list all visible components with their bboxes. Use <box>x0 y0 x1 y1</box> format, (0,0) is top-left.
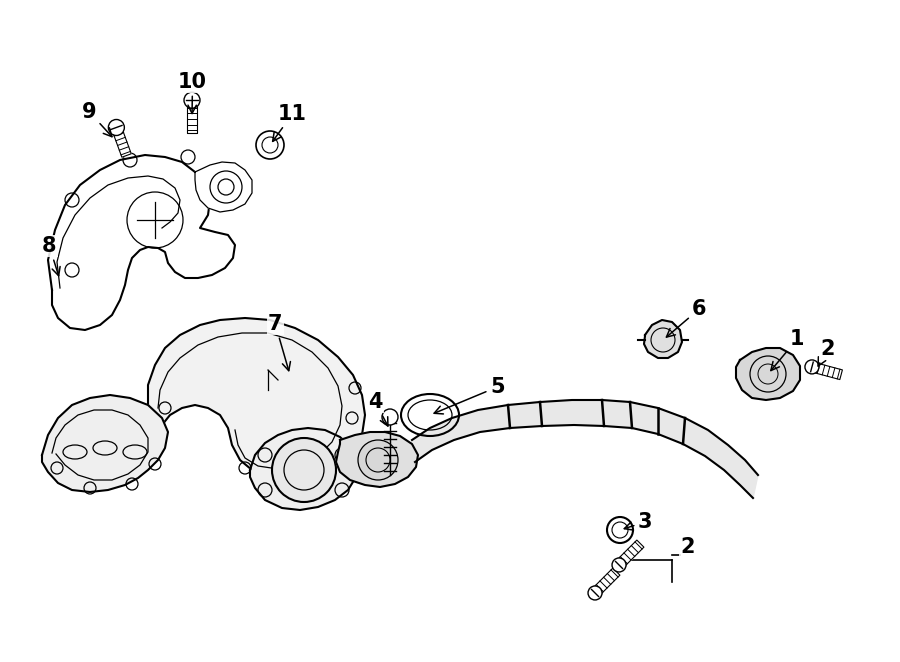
Text: 11: 11 <box>273 104 307 142</box>
Circle shape <box>805 360 819 374</box>
Text: 6: 6 <box>666 299 706 337</box>
Polygon shape <box>336 432 418 487</box>
Polygon shape <box>187 105 197 133</box>
Text: 7: 7 <box>268 314 291 371</box>
Circle shape <box>612 558 626 572</box>
Circle shape <box>382 409 398 425</box>
Text: 4: 4 <box>368 392 388 426</box>
Circle shape <box>358 440 398 480</box>
Text: 3: 3 <box>625 512 652 532</box>
Polygon shape <box>618 540 644 565</box>
Text: 9: 9 <box>82 102 112 136</box>
Text: 2: 2 <box>680 537 695 557</box>
Circle shape <box>588 586 602 600</box>
Circle shape <box>607 517 633 543</box>
Polygon shape <box>412 400 758 498</box>
Polygon shape <box>113 130 131 157</box>
Circle shape <box>272 438 336 502</box>
Circle shape <box>184 92 200 108</box>
Polygon shape <box>140 318 365 477</box>
Text: 8: 8 <box>42 236 60 275</box>
Polygon shape <box>644 320 682 358</box>
Polygon shape <box>48 155 235 330</box>
Text: 10: 10 <box>178 72 207 113</box>
Polygon shape <box>595 568 620 594</box>
Text: 1: 1 <box>771 329 805 371</box>
Polygon shape <box>250 428 358 510</box>
Polygon shape <box>42 395 168 492</box>
Polygon shape <box>814 363 842 379</box>
Circle shape <box>108 119 124 136</box>
Circle shape <box>256 131 284 159</box>
Text: 5: 5 <box>434 377 505 414</box>
Text: 2: 2 <box>818 339 834 366</box>
Polygon shape <box>195 162 252 212</box>
Polygon shape <box>736 348 800 400</box>
